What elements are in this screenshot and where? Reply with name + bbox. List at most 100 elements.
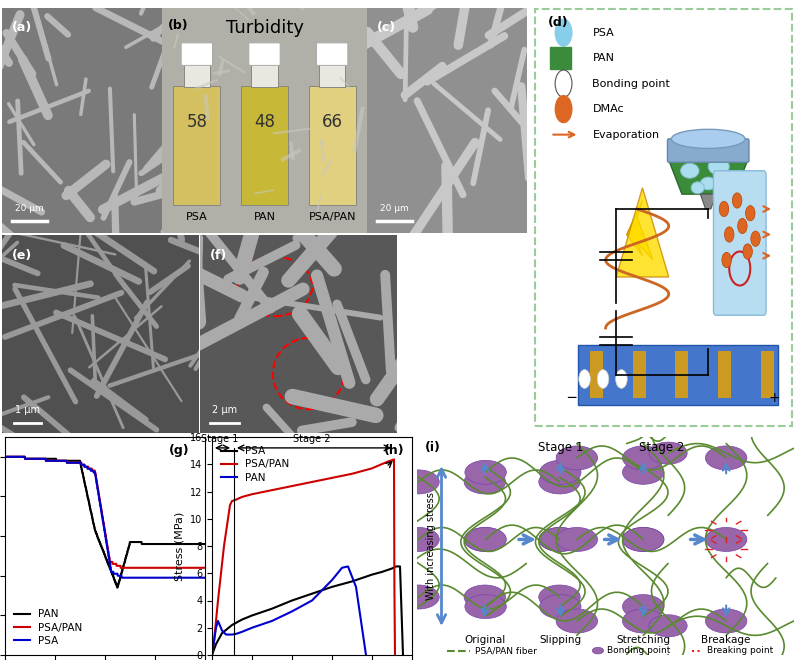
- FancyBboxPatch shape: [181, 43, 213, 65]
- Ellipse shape: [691, 182, 704, 193]
- Circle shape: [465, 595, 507, 618]
- Ellipse shape: [671, 129, 745, 148]
- FancyBboxPatch shape: [241, 86, 288, 205]
- Ellipse shape: [681, 163, 699, 178]
- PAN: [227, 630, 237, 638]
- PAN: [207, 651, 217, 659]
- Y-axis label: Stress (MPa): Stress (MPa): [174, 512, 185, 581]
- Circle shape: [592, 647, 603, 654]
- Text: Breakage: Breakage: [702, 635, 751, 645]
- Circle shape: [556, 609, 598, 633]
- PAN: [307, 597, 316, 605]
- PAN: [21, 455, 30, 463]
- PAN: [0, 453, 10, 461]
- PSA: [211, 640, 221, 648]
- Text: (b): (b): [168, 19, 189, 32]
- PSA: [287, 597, 296, 605]
- Circle shape: [745, 206, 755, 221]
- Circle shape: [597, 370, 609, 388]
- PSA: [0, 453, 10, 461]
- Text: (a): (a): [12, 22, 32, 34]
- Text: Stage 2: Stage 2: [639, 442, 685, 454]
- Text: 20 μm: 20 μm: [15, 204, 44, 213]
- Text: (h): (h): [384, 444, 404, 457]
- Polygon shape: [626, 201, 653, 260]
- PAN: [209, 638, 219, 645]
- PSA/PAN: [116, 564, 125, 572]
- PSA/PAN: [21, 455, 30, 463]
- PSA/PAN: [307, 478, 316, 486]
- PAN: [231, 630, 240, 638]
- Text: PSA: PSA: [593, 28, 614, 38]
- Text: (i): (i): [424, 442, 440, 454]
- Circle shape: [398, 527, 439, 552]
- Line: PAN: PAN: [212, 566, 366, 655]
- Circle shape: [616, 370, 627, 388]
- Circle shape: [743, 244, 753, 259]
- Legend: PSA, PSA/PAN, PAN: PSA, PSA/PAN, PAN: [217, 442, 294, 487]
- Ellipse shape: [720, 174, 733, 185]
- PAN: [357, 624, 367, 632]
- FancyBboxPatch shape: [633, 351, 646, 398]
- PAN: [287, 607, 296, 615]
- Circle shape: [706, 609, 747, 633]
- PSA: [157, 574, 166, 581]
- FancyBboxPatch shape: [184, 63, 210, 87]
- Text: 2 μm: 2 μm: [212, 405, 237, 415]
- FancyBboxPatch shape: [667, 139, 749, 162]
- Text: Evaporation: Evaporation: [593, 129, 660, 140]
- Circle shape: [464, 585, 506, 609]
- PSA: [137, 574, 147, 581]
- PAN: [81, 484, 90, 492]
- PSA: [117, 574, 126, 581]
- Circle shape: [555, 70, 572, 97]
- Text: ─: ─: [567, 391, 575, 405]
- PSA/PAN: [267, 486, 276, 494]
- PAN: [344, 562, 353, 570]
- Circle shape: [649, 442, 687, 464]
- PAN: [267, 617, 276, 625]
- Circle shape: [539, 527, 580, 552]
- Circle shape: [578, 370, 590, 388]
- Line: PSA: PSA: [212, 566, 403, 655]
- Polygon shape: [669, 160, 748, 194]
- PSA: [267, 605, 276, 612]
- Text: Turbidity: Turbidity: [225, 19, 304, 37]
- Text: Stage 1: Stage 1: [538, 442, 583, 454]
- PSA/PAN: [209, 638, 219, 645]
- Circle shape: [649, 614, 687, 637]
- PSA: [348, 578, 357, 585]
- Circle shape: [555, 96, 572, 123]
- PSA: [396, 562, 405, 570]
- Text: Original: Original: [464, 635, 506, 645]
- PSA: [217, 629, 227, 637]
- Text: PSA/PAN fiber: PSA/PAN fiber: [475, 646, 537, 655]
- FancyBboxPatch shape: [714, 171, 766, 315]
- PSA/PAN: [0, 453, 10, 461]
- Circle shape: [464, 470, 506, 494]
- Circle shape: [464, 527, 506, 552]
- Text: +: +: [768, 391, 780, 405]
- Line: PSA/PAN: PSA/PAN: [212, 459, 395, 655]
- Circle shape: [539, 585, 580, 609]
- Circle shape: [398, 470, 439, 494]
- Circle shape: [737, 218, 747, 234]
- Text: Breaking point: Breaking point: [707, 646, 773, 655]
- PAN: [211, 624, 221, 632]
- Circle shape: [398, 585, 439, 609]
- Circle shape: [706, 527, 747, 552]
- PSA/PAN: [389, 455, 399, 463]
- PSA/PAN: [213, 597, 223, 605]
- Text: Slipping: Slipping: [539, 635, 582, 645]
- Text: (e): (e): [12, 249, 32, 262]
- PSA/PAN: [247, 490, 256, 498]
- Ellipse shape: [708, 158, 729, 175]
- Text: 58: 58: [186, 113, 208, 131]
- Line: PSA: PSA: [5, 457, 205, 578]
- Text: 48: 48: [254, 113, 275, 131]
- PSA/PAN: [348, 470, 357, 478]
- PSA: [81, 463, 90, 471]
- PAN: [361, 651, 371, 659]
- Circle shape: [721, 252, 731, 268]
- Circle shape: [539, 527, 581, 552]
